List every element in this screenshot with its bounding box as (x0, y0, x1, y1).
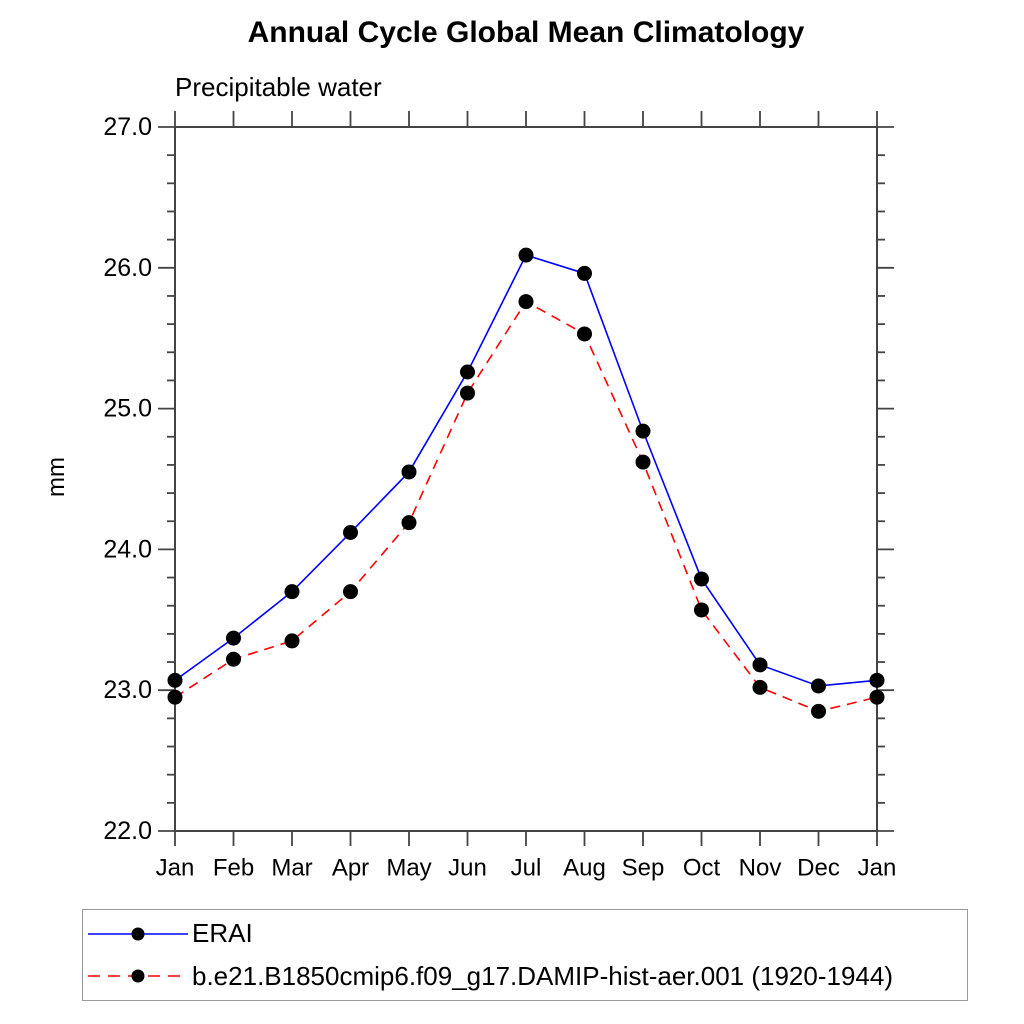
legend-item-model: b.e21.B1850cmip6.f09_g17.DAMIP-hist-aer.… (88, 957, 967, 995)
legend-dashed-line-icon (88, 969, 188, 983)
data-point-marker (167, 672, 183, 688)
data-point-marker (284, 633, 300, 649)
data-point-marker (577, 326, 592, 342)
y-tick-label: 23.0 (103, 676, 152, 704)
legend-label-erai: ERAI (192, 918, 253, 949)
data-point-marker (635, 423, 651, 439)
data-point-marker (284, 584, 300, 600)
x-tick-label: Oct (683, 855, 721, 882)
model-line (174, 300, 878, 713)
y-tick-label: 24.0 (103, 535, 152, 563)
x-tick-label: Aug (563, 855, 606, 882)
x-tick-label: Feb (213, 855, 254, 882)
chart-subtitle: Precipitable water (175, 72, 382, 102)
x-tick-label: Dec (797, 855, 840, 882)
chart-title: Annual Cycle Global Mean Climatology (247, 16, 805, 49)
erai-line (174, 254, 878, 687)
data-point-marker (401, 464, 417, 480)
x-tick-label: Sep (622, 855, 665, 882)
y-tick-label: 26.0 (103, 254, 152, 282)
x-tick-label: Mar (271, 855, 312, 882)
y-tick-labels: 22.0 23.0 24.0 25.0 26.0 27.0 (103, 113, 152, 845)
data-point-marker (869, 689, 885, 705)
plot-frame (174, 126, 878, 832)
data-point-marker (343, 525, 358, 541)
x-tick-label: Jul (511, 855, 542, 882)
data-point-marker (694, 571, 709, 587)
data-point-marker (518, 247, 534, 263)
data-point-marker (869, 672, 885, 688)
x-axis-ticks (174, 111, 878, 846)
erai-markers (167, 247, 885, 694)
data-point-marker (694, 602, 709, 618)
x-tick-label: Apr (332, 855, 369, 882)
data-point-marker (226, 651, 241, 667)
data-point-marker (460, 364, 475, 380)
x-tick-label: May (386, 855, 431, 882)
legend-label-model: b.e21.B1850cmip6.f09_g17.DAMIP-hist-aer.… (192, 960, 893, 991)
legend-solid-line-icon (88, 927, 188, 941)
legend: ERAI b.e21.B1850cmip6.f09_g17.DAMIP-hist… (82, 909, 968, 1001)
data-point-marker (518, 294, 534, 310)
y-tick-label: 22.0 (103, 817, 152, 845)
x-tick-label: Jun (448, 855, 487, 882)
y-tick-label: 25.0 (103, 395, 152, 423)
data-point-marker (401, 515, 417, 531)
x-tick-label: Nov (739, 855, 782, 882)
data-point-marker (460, 385, 475, 401)
data-point-marker (226, 630, 241, 646)
data-point-marker (343, 584, 358, 600)
y-axis-ticks (158, 126, 894, 832)
data-point-marker (752, 679, 768, 695)
y-tick-label: 27.0 (103, 113, 152, 141)
model-markers (167, 294, 885, 719)
data-point-marker (577, 265, 592, 281)
data-point-marker (167, 689, 183, 705)
x-tick-label: Jan (858, 855, 897, 882)
data-point-marker (752, 657, 768, 673)
data-point-marker (635, 454, 651, 470)
data-point-marker (811, 703, 826, 719)
legend-item-erai: ERAI (88, 915, 967, 953)
x-tick-label: Jan (156, 855, 195, 882)
x-tick-labels: Jan Feb Mar Apr May Jun Jul Aug Sep Oct Nov Dec Jan (156, 855, 897, 882)
data-point-marker (811, 678, 826, 694)
